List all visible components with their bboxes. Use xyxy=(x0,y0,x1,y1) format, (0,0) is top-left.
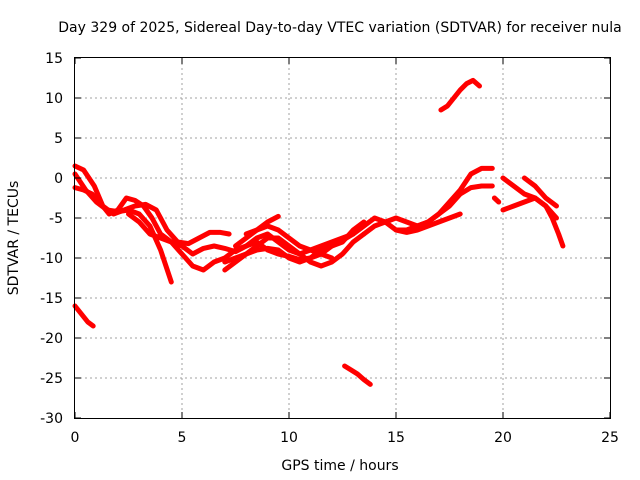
plot-frame xyxy=(74,57,611,419)
series-line-s8 xyxy=(233,213,281,249)
y-tick-label: -10 xyxy=(40,251,63,267)
y-tick-label: -30 xyxy=(40,411,63,427)
series-line-s15 xyxy=(521,175,559,209)
x-tick-label: 20 xyxy=(494,430,512,446)
y-tick-label: -15 xyxy=(40,291,63,307)
series-line-s3 xyxy=(72,185,356,257)
x-tick-label: 25 xyxy=(601,430,619,446)
y-tick-label: -25 xyxy=(40,371,63,387)
y-tick-label: 5 xyxy=(54,131,63,147)
y-tick-label: -5 xyxy=(49,211,63,227)
y-tick-label: 0 xyxy=(54,171,63,187)
grid xyxy=(75,58,610,418)
series-line-s10 xyxy=(393,183,495,233)
series-line-s11 xyxy=(438,77,482,113)
y-tick-label: 15 xyxy=(45,51,63,67)
x-tick-label: 0 xyxy=(71,430,80,446)
x-tick-label: 10 xyxy=(280,430,298,446)
series-line-s14 xyxy=(491,195,502,205)
axis-ticks: 0 5 10 15 20 25 -30 -25 -20 -15 -10 -5 0 5 10 15 xyxy=(40,51,619,446)
series-line-s1 xyxy=(72,163,232,247)
y-tick-label: 10 xyxy=(45,91,63,107)
y-axis-label: SDTVAR / TECUs xyxy=(6,181,22,296)
x-axis-label: GPS time / hours xyxy=(281,458,398,474)
series-line-s5 xyxy=(222,211,463,265)
series-line-s17 xyxy=(342,363,373,387)
x-tick-label: 5 xyxy=(178,430,187,446)
series-group xyxy=(72,77,566,387)
series-line-s6 xyxy=(222,231,367,273)
x-tick-label: 15 xyxy=(387,430,405,446)
chart-title: Day 329 of 2025, Sidereal Day-to-day VTE… xyxy=(58,20,621,36)
y-tick-label: -20 xyxy=(40,331,63,347)
series-line-s13 xyxy=(500,195,559,221)
series-line-s16 xyxy=(72,303,96,329)
